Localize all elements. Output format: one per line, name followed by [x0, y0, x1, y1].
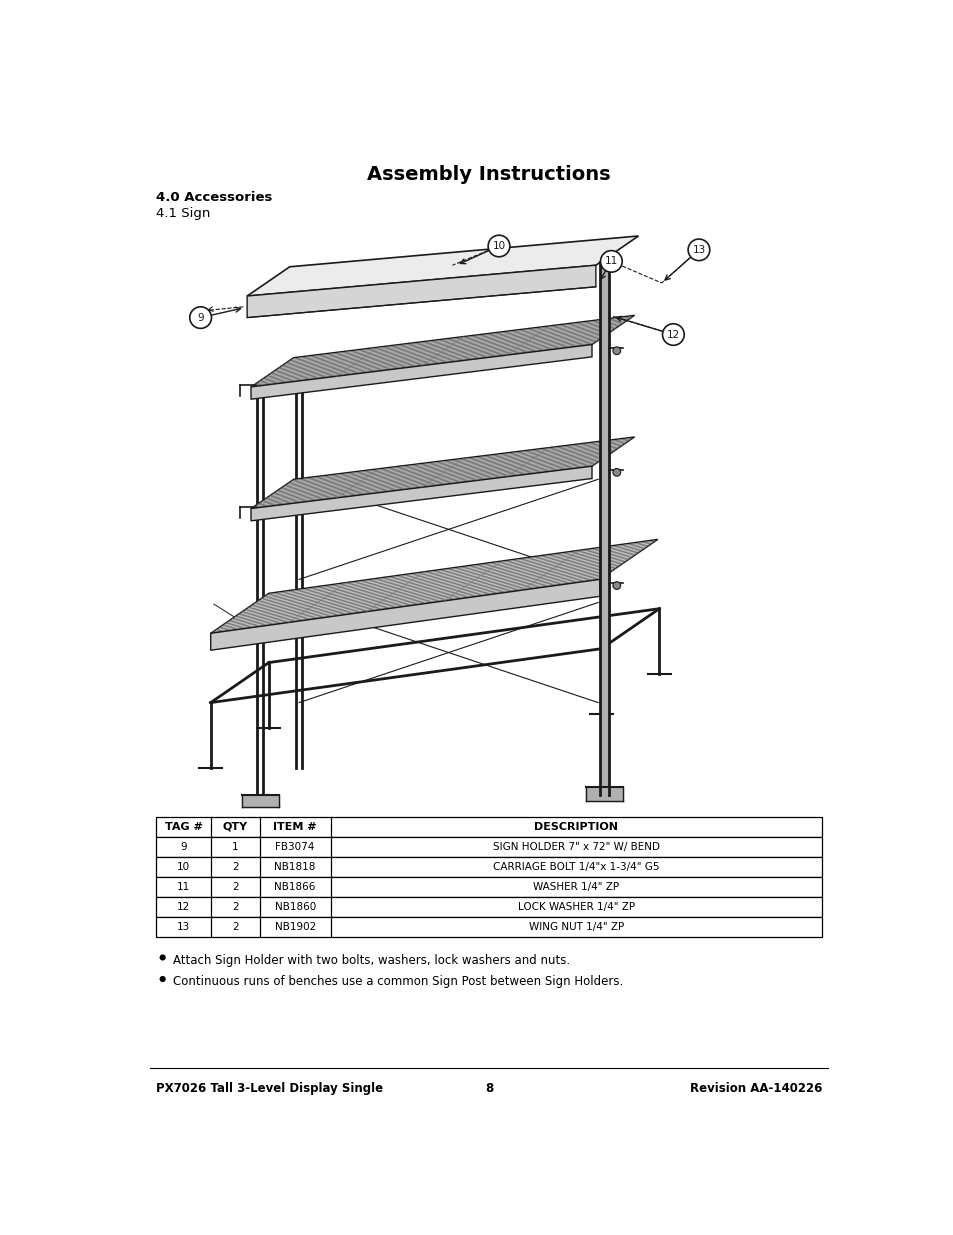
- Text: NB1902: NB1902: [274, 921, 315, 931]
- Text: WING NUT 1/4" ZP: WING NUT 1/4" ZP: [528, 921, 623, 931]
- Text: 12: 12: [666, 330, 679, 340]
- Text: 2: 2: [232, 882, 238, 892]
- Text: TAG #: TAG #: [165, 821, 202, 831]
- Circle shape: [599, 251, 621, 272]
- Text: 4.1 Sign: 4.1 Sign: [155, 206, 210, 220]
- Polygon shape: [211, 579, 599, 651]
- Polygon shape: [241, 795, 278, 806]
- Text: 1: 1: [232, 841, 238, 852]
- Text: FB3074: FB3074: [275, 841, 314, 852]
- Text: 10: 10: [492, 241, 505, 251]
- Text: QTY: QTY: [223, 821, 248, 831]
- Text: 13: 13: [692, 245, 705, 254]
- Text: Continuous runs of benches use a common Sign Post between Sign Holders.: Continuous runs of benches use a common …: [173, 976, 623, 988]
- Polygon shape: [211, 540, 658, 634]
- Text: 11: 11: [604, 257, 618, 267]
- Circle shape: [488, 235, 509, 257]
- Text: Attach Sign Holder with two bolts, washers, lock washers and nuts.: Attach Sign Holder with two bolts, washe…: [173, 953, 570, 967]
- Text: NB1818: NB1818: [274, 862, 315, 872]
- Circle shape: [159, 955, 166, 961]
- Text: 9: 9: [180, 841, 187, 852]
- Text: NB1860: NB1860: [274, 902, 315, 911]
- Polygon shape: [585, 787, 622, 802]
- Text: 2: 2: [232, 862, 238, 872]
- Bar: [155, 816, 821, 836]
- Text: 2: 2: [232, 921, 238, 931]
- Bar: [155, 836, 821, 857]
- Circle shape: [687, 240, 709, 261]
- Text: PX7026 Tall 3-Level Display Single: PX7026 Tall 3-Level Display Single: [155, 1082, 382, 1095]
- Circle shape: [190, 306, 212, 329]
- Text: CARRIAGE BOLT 1/4"x 1-3/4" G5: CARRIAGE BOLT 1/4"x 1-3/4" G5: [493, 862, 659, 872]
- Circle shape: [612, 582, 620, 589]
- Bar: [155, 877, 821, 897]
- Bar: [155, 916, 821, 936]
- Polygon shape: [599, 262, 608, 795]
- Bar: [155, 857, 821, 877]
- Bar: [155, 897, 821, 916]
- Polygon shape: [251, 466, 592, 521]
- Text: 2: 2: [232, 902, 238, 911]
- Text: WASHER 1/4" ZP: WASHER 1/4" ZP: [533, 882, 618, 892]
- Polygon shape: [251, 437, 634, 509]
- Text: LOCK WASHER 1/4" ZP: LOCK WASHER 1/4" ZP: [517, 902, 635, 911]
- Polygon shape: [247, 236, 638, 296]
- Text: 11: 11: [176, 882, 190, 892]
- Text: Assembly Instructions: Assembly Instructions: [367, 165, 610, 184]
- Text: 13: 13: [176, 921, 190, 931]
- Polygon shape: [251, 315, 634, 387]
- Polygon shape: [251, 345, 592, 399]
- Text: DESCRIPTION: DESCRIPTION: [534, 821, 618, 831]
- Circle shape: [159, 976, 166, 982]
- Text: SIGN HOLDER 7" x 72" W/ BEND: SIGN HOLDER 7" x 72" W/ BEND: [493, 841, 659, 852]
- Text: 12: 12: [176, 902, 190, 911]
- Text: 9: 9: [197, 312, 204, 322]
- Text: NB1866: NB1866: [274, 882, 315, 892]
- Circle shape: [612, 347, 620, 354]
- Text: 10: 10: [177, 862, 190, 872]
- Text: 4.0 Accessories: 4.0 Accessories: [155, 190, 272, 204]
- Text: ITEM #: ITEM #: [274, 821, 316, 831]
- Polygon shape: [247, 266, 596, 317]
- Circle shape: [612, 468, 620, 477]
- Circle shape: [661, 324, 683, 346]
- Text: Revision AA-140226: Revision AA-140226: [689, 1082, 821, 1095]
- Text: 8: 8: [484, 1082, 493, 1095]
